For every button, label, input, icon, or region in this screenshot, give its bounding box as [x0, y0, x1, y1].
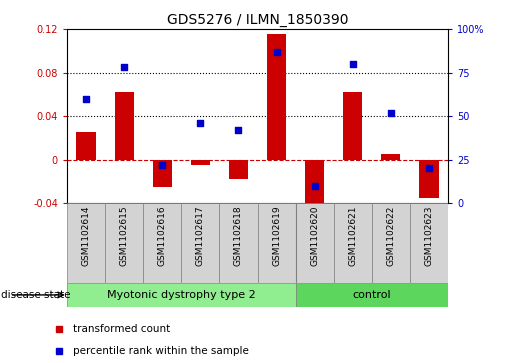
Text: GSM1102621: GSM1102621	[348, 206, 357, 266]
Bar	[67, 203, 105, 283]
Text: GSM1102618: GSM1102618	[234, 206, 243, 266]
Text: GSM1102623: GSM1102623	[424, 206, 434, 266]
Point	[234, 127, 243, 133]
Bar	[372, 203, 410, 283]
Bar	[229, 160, 248, 179]
Bar	[334, 203, 372, 283]
Bar	[143, 203, 181, 283]
Bar	[105, 203, 143, 283]
Bar	[191, 160, 210, 165]
Text: GSM1102617: GSM1102617	[196, 206, 205, 266]
Bar	[344, 92, 363, 160]
Bar	[267, 34, 286, 160]
Text: GSM1102615: GSM1102615	[119, 206, 129, 266]
Bar	[67, 283, 296, 307]
Text: GSM1102619: GSM1102619	[272, 206, 281, 266]
Bar	[296, 203, 334, 283]
Text: transformed count: transformed count	[73, 325, 170, 334]
Bar	[296, 283, 448, 307]
Point	[272, 49, 281, 54]
Text: GSM1102614: GSM1102614	[81, 206, 91, 266]
Point	[349, 61, 357, 67]
Text: percentile rank within the sample: percentile rank within the sample	[73, 346, 249, 356]
Text: control: control	[352, 290, 391, 300]
Point	[158, 162, 166, 168]
Bar	[114, 92, 134, 160]
Bar	[181, 203, 219, 283]
Bar	[153, 160, 172, 187]
Bar	[382, 154, 401, 160]
Bar	[76, 132, 96, 160]
Text: GSM1102616: GSM1102616	[158, 206, 167, 266]
Text: disease state: disease state	[1, 290, 71, 300]
Point	[120, 65, 128, 70]
Point	[387, 110, 395, 115]
Bar	[305, 160, 324, 209]
Point	[311, 183, 319, 189]
Point	[82, 96, 90, 102]
Point	[425, 166, 433, 171]
Bar	[219, 203, 258, 283]
Bar	[419, 160, 439, 198]
Text: GSM1102620: GSM1102620	[310, 206, 319, 266]
Text: Myotonic dystrophy type 2: Myotonic dystrophy type 2	[107, 290, 255, 300]
Bar	[258, 203, 296, 283]
Text: GSM1102622: GSM1102622	[386, 206, 396, 266]
Bar	[410, 203, 448, 283]
Title: GDS5276 / ILMN_1850390: GDS5276 / ILMN_1850390	[167, 13, 348, 26]
Point	[196, 120, 204, 126]
